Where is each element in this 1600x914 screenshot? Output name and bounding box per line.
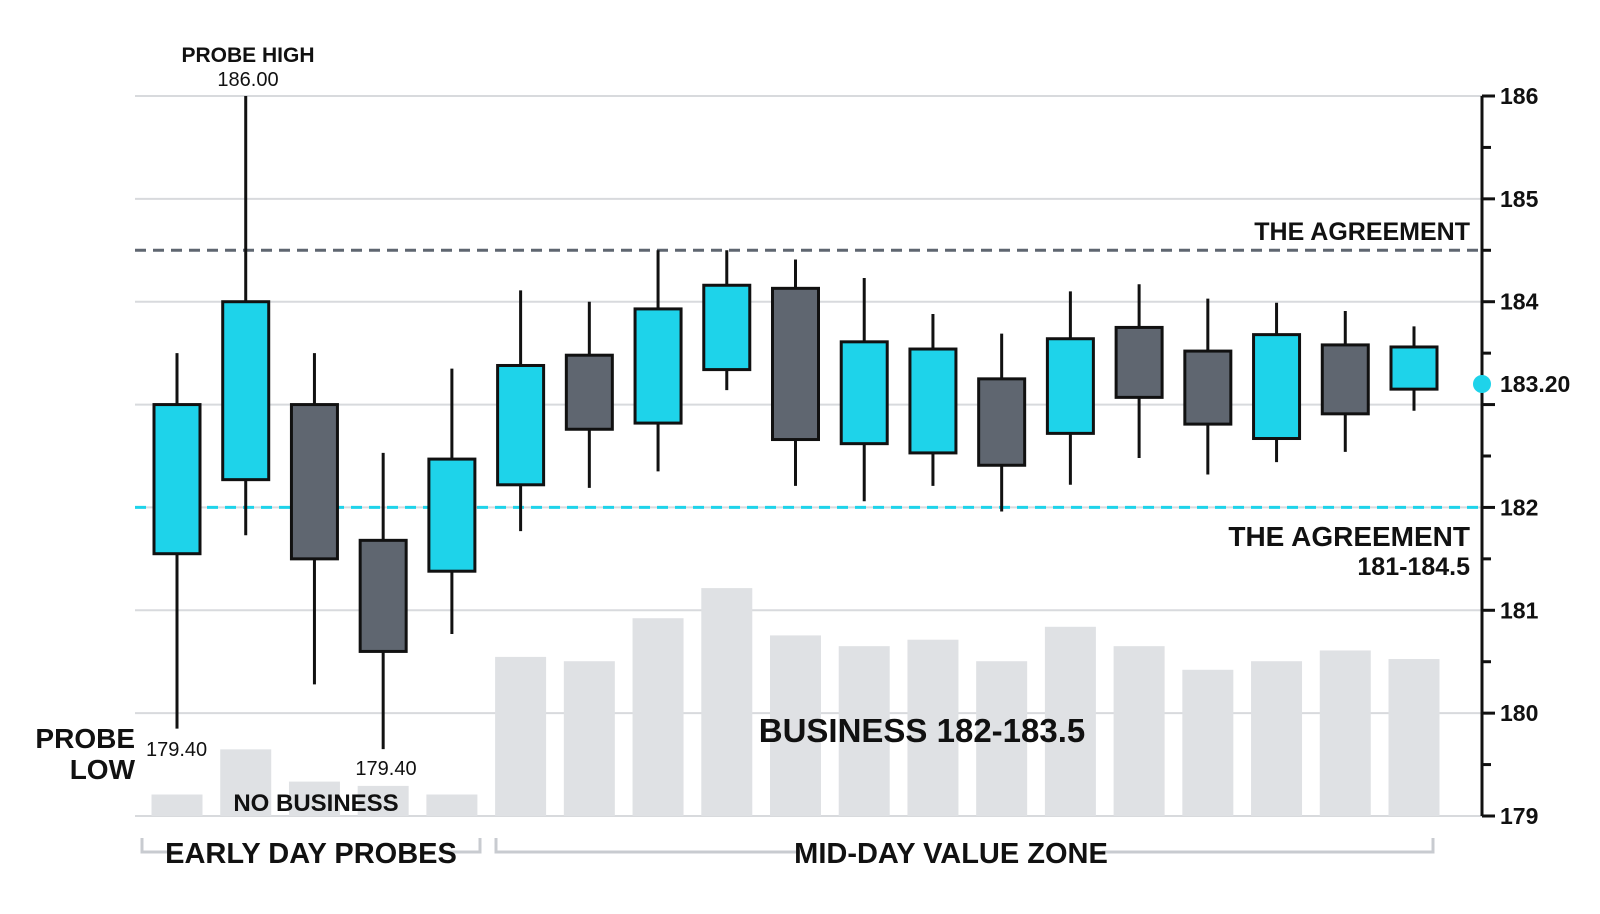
candle-body — [1183, 349, 1233, 426]
y-tick-label: 180 — [1500, 700, 1538, 726]
volume-bar — [495, 656, 547, 816]
last-price-marker — [1473, 375, 1491, 393]
candle — [1252, 302, 1302, 463]
volume-bar — [426, 794, 478, 816]
candle-body — [908, 347, 958, 455]
volume-bar — [1251, 661, 1303, 816]
agreement-top-label: THE AGREEMENT — [1254, 218, 1470, 246]
volume-bar — [220, 749, 272, 816]
candle-body — [771, 286, 820, 442]
candle-body — [839, 340, 889, 446]
candle — [633, 250, 683, 472]
business-label: BUSINESS 182-183.5 — [759, 712, 1086, 749]
candle — [427, 368, 477, 634]
candle — [289, 353, 339, 685]
early-bracket-left — [140, 838, 180, 854]
candle — [1045, 291, 1095, 485]
volume-bar — [838, 646, 890, 816]
candle-body — [702, 283, 752, 372]
candle-body — [977, 377, 1027, 467]
candle-body — [1389, 345, 1439, 391]
volume-bar — [288, 781, 340, 816]
y-tick-label: 184 — [1500, 289, 1539, 315]
candle — [358, 452, 408, 750]
probe-low-value-2: 179.40 — [355, 758, 416, 780]
candle — [496, 290, 546, 532]
y-tick-label: 186 — [1500, 83, 1538, 109]
probe-high-value: 186.00 — [217, 69, 278, 91]
volume-bar — [770, 635, 821, 816]
candle-body — [358, 538, 408, 653]
y-tick-label: 183.20 — [1500, 371, 1570, 397]
candle-body — [496, 363, 546, 487]
midday-bracket-left — [494, 838, 800, 854]
section-midday-label: MID-DAY VALUE ZONE — [794, 838, 1108, 870]
candle — [908, 314, 958, 486]
candle-body — [1252, 333, 1302, 441]
volume-bar — [1044, 626, 1096, 816]
volume-bar — [1388, 659, 1440, 816]
section-brackets: EARLY DAY PROBES MID-DAY VALUE ZONE — [140, 838, 1435, 870]
volume-bar — [632, 618, 684, 816]
early-bracket-right — [442, 838, 482, 854]
candle — [564, 301, 614, 488]
candle — [771, 259, 820, 486]
no-business-label: NO BUSINESS — [233, 790, 398, 817]
candle-body — [1320, 343, 1370, 416]
probe-low-line1: PROBE — [35, 723, 135, 754]
candle — [1320, 310, 1370, 452]
candle-body — [289, 403, 339, 561]
volume-bar — [1319, 650, 1371, 816]
candle — [221, 96, 271, 536]
volume-bar — [1113, 646, 1165, 816]
section-early-label: EARLY DAY PROBES — [165, 838, 457, 870]
y-tick-label: 181 — [1500, 597, 1539, 623]
candles — [152, 96, 1439, 750]
probe-low-line2: LOW — [70, 754, 136, 785]
volume-bar — [357, 785, 409, 816]
candle — [1114, 284, 1164, 459]
volume-bar — [151, 794, 203, 816]
probe-high-title: PROBE HIGH — [181, 44, 314, 67]
candle-body — [1114, 325, 1164, 399]
candle — [1183, 298, 1233, 475]
agreement-range: 181-184.5 — [1357, 553, 1470, 581]
volume-bar — [1182, 669, 1234, 816]
volume-bars — [151, 588, 1440, 816]
volume-bar — [701, 588, 753, 816]
candle — [977, 333, 1027, 512]
y-axis: 186 185 184 183.20 182 181 180 179 — [1473, 83, 1570, 829]
volume-bar — [976, 661, 1028, 816]
y-tick-label: 185 — [1500, 186, 1539, 212]
candle — [152, 353, 202, 729]
midday-bracket-right — [1102, 838, 1435, 854]
candle-body — [221, 300, 271, 482]
candle — [839, 278, 889, 502]
candle-body — [633, 307, 683, 425]
candle-body — [1045, 337, 1095, 435]
reference-lines — [135, 248, 1482, 509]
candle — [702, 250, 752, 391]
candle-body — [427, 457, 477, 573]
y-tick-label: 179 — [1500, 803, 1538, 829]
candle-body — [152, 403, 202, 556]
volume-bar — [907, 639, 959, 816]
probe-low-value-1: 179.40 — [146, 739, 207, 761]
agreement-bottom-label: THE AGREEMENT — [1228, 521, 1470, 552]
candle — [1389, 326, 1439, 411]
candle-body — [564, 353, 614, 431]
volume-bar — [563, 661, 615, 816]
y-tick-label: 182 — [1500, 494, 1538, 520]
annotations: PROBE HIGH 186.00 THE AGREEMENT THE AGRE… — [35, 44, 1470, 817]
